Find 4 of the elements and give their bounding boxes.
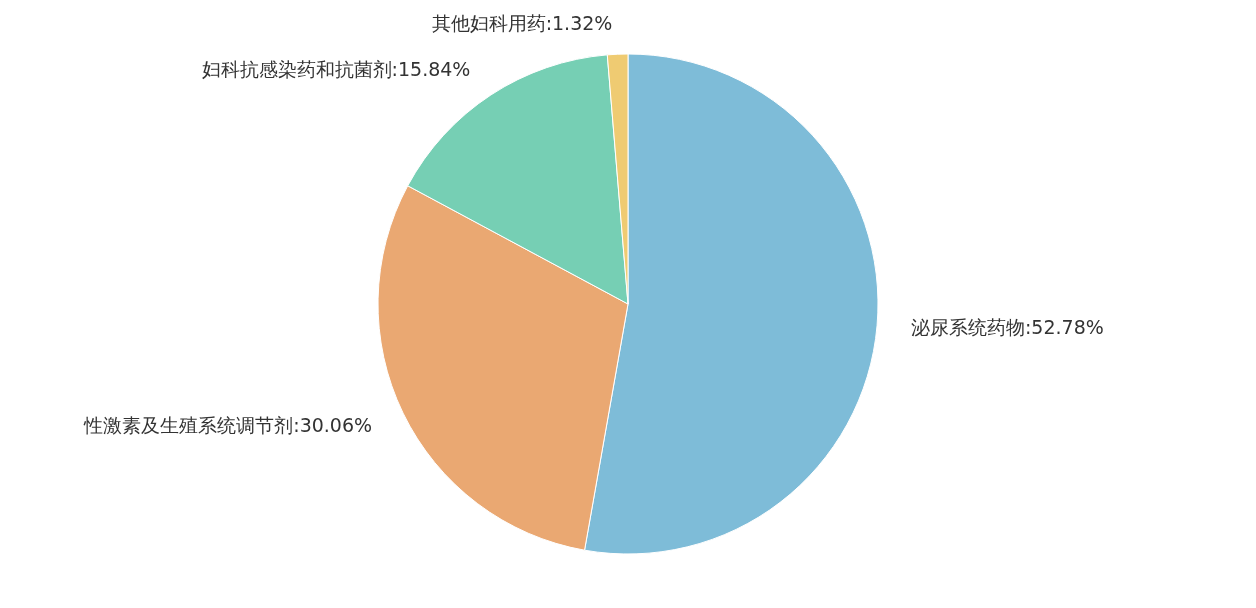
slice-label: 其他妇科用药:1.32% bbox=[431, 12, 613, 35]
slice-label: 泌尿系统药物:52.78% bbox=[910, 316, 1104, 339]
slice-label: 性激素及生殖系统调节剂:30.06% bbox=[83, 414, 373, 437]
slice-label: 妇科抗感染药和抗菌剂:15.84% bbox=[201, 57, 471, 80]
